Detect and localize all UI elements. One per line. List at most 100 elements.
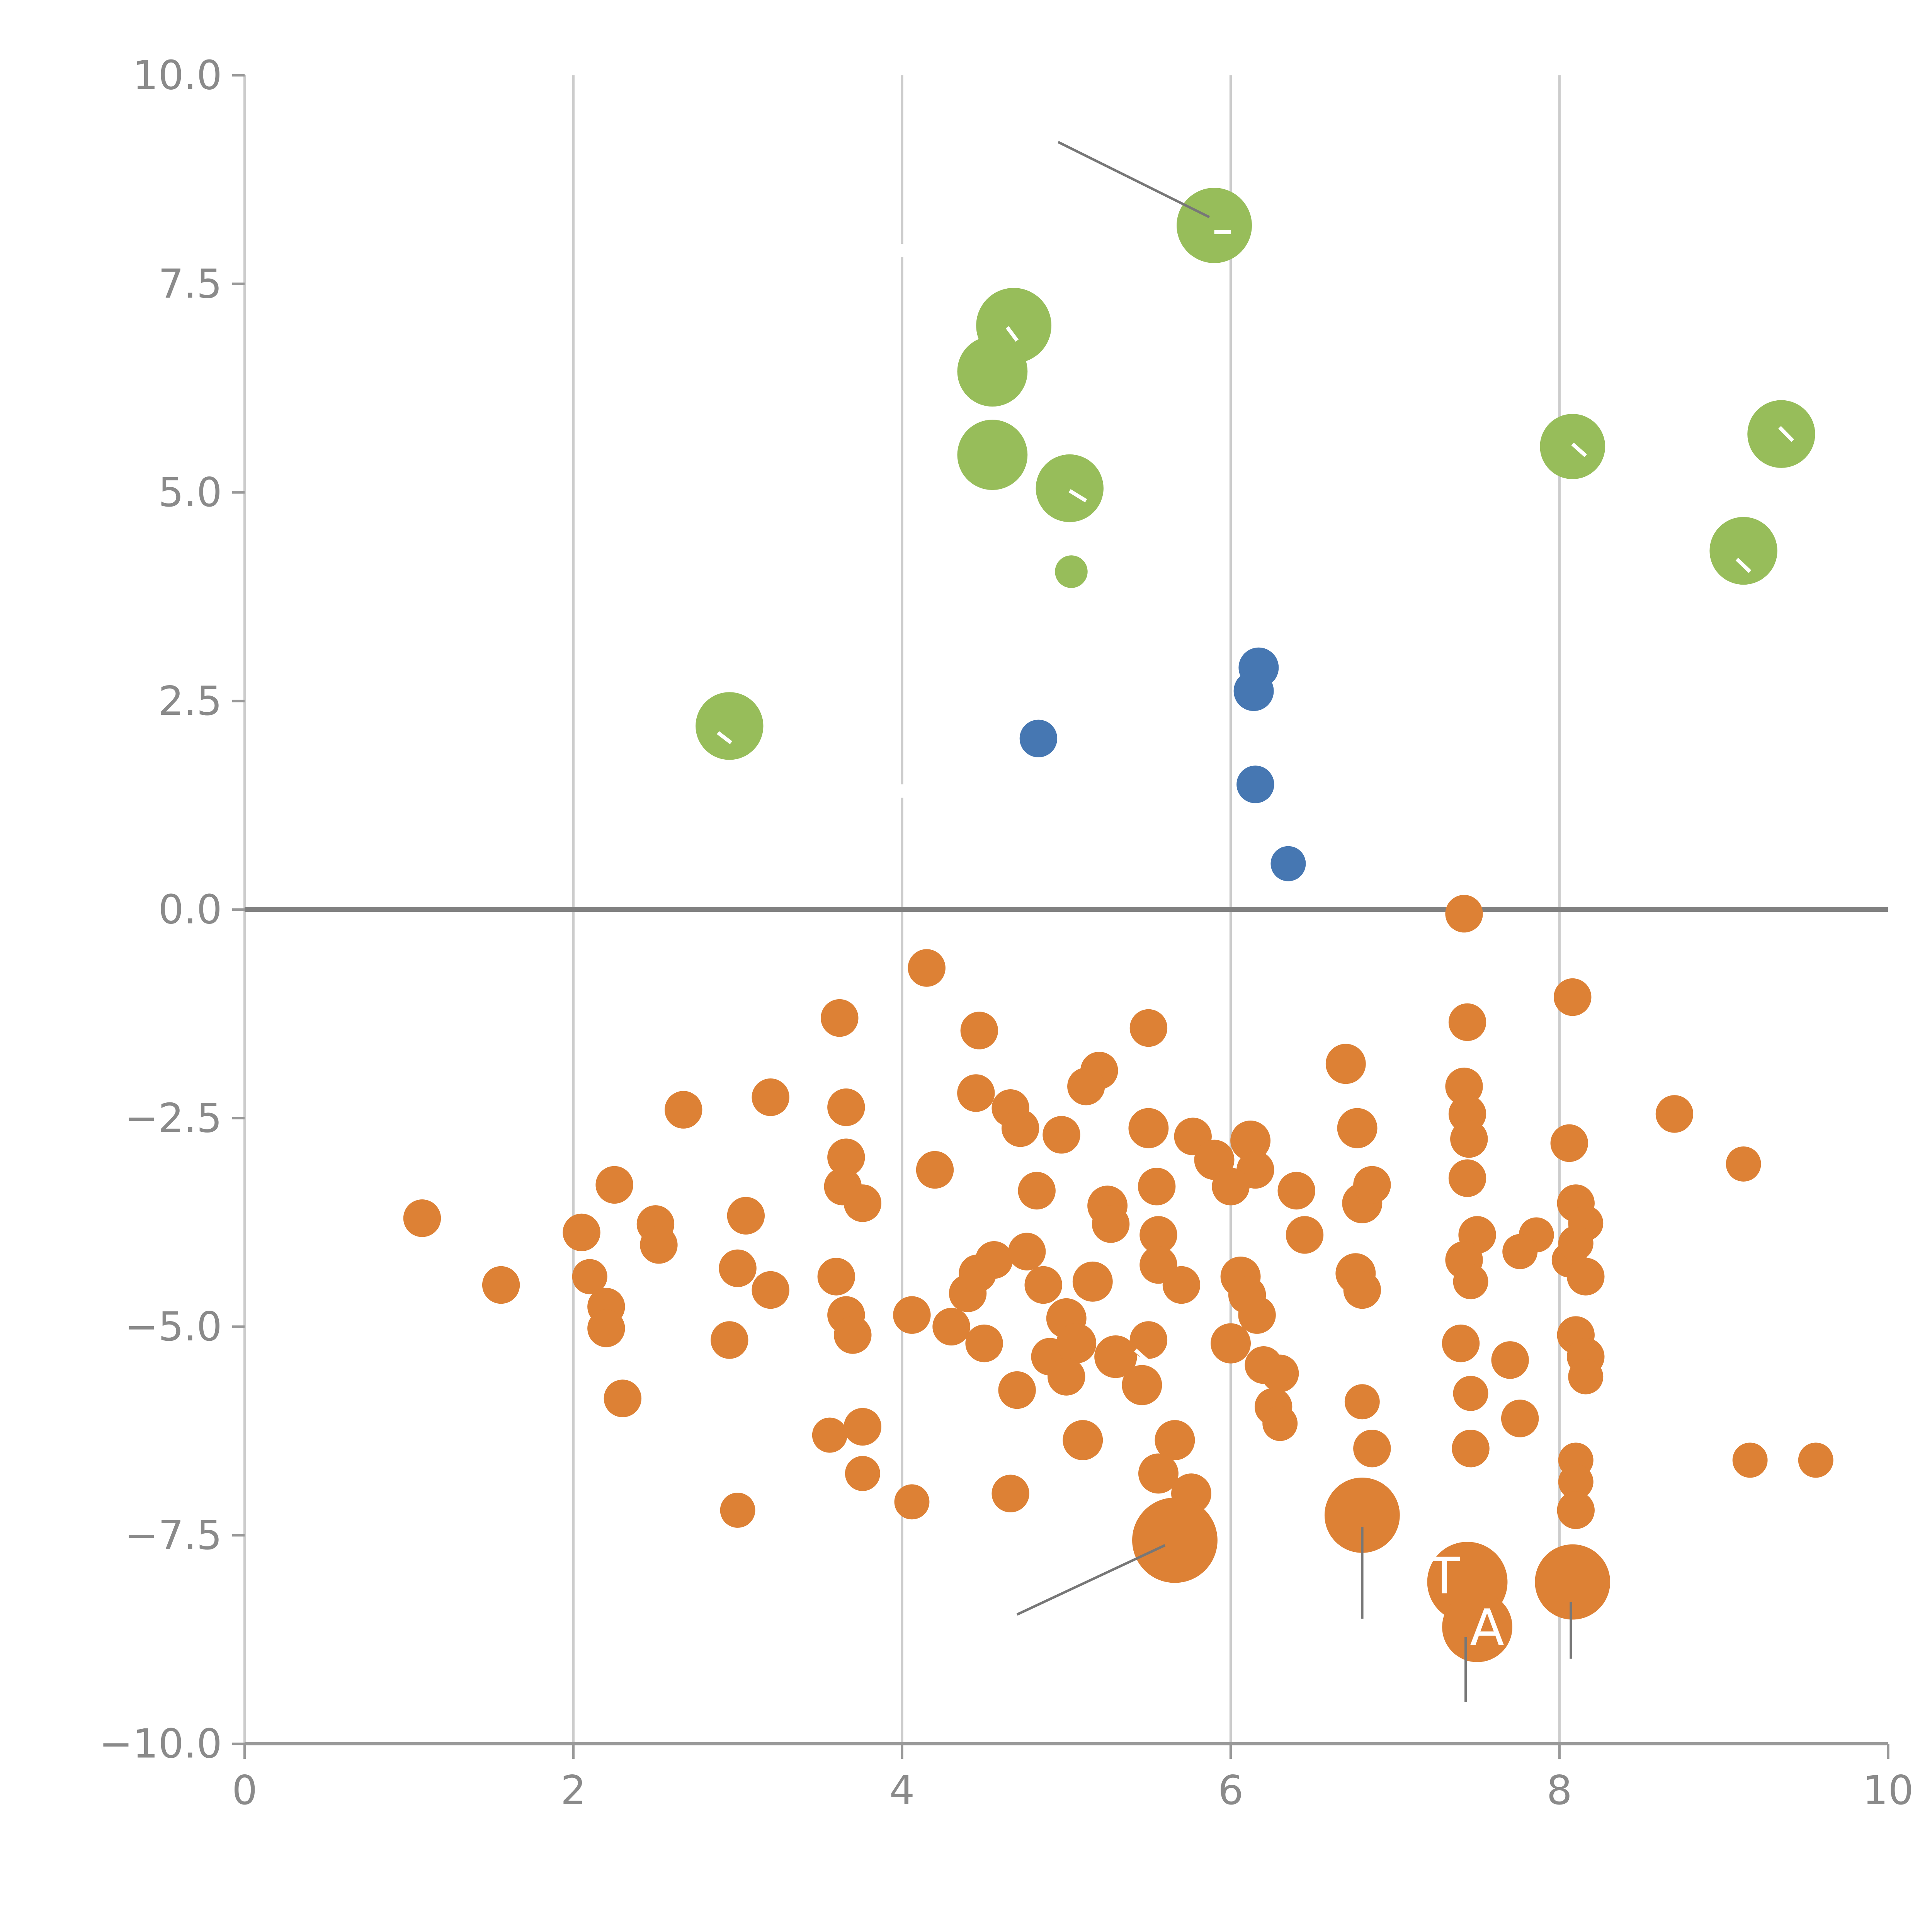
leader-lines	[1016, 141, 1572, 1702]
data-point	[817, 1258, 855, 1296]
data-point	[916, 1151, 954, 1189]
data-point	[1491, 1341, 1529, 1379]
y-tick-label: 10.0	[133, 52, 222, 99]
data-point	[403, 1199, 441, 1237]
data-point	[752, 1078, 789, 1116]
white-mark	[1735, 558, 1752, 573]
data-point	[1024, 1266, 1062, 1304]
y-tick-label: −2.5	[124, 1095, 222, 1141]
data-point	[1501, 1400, 1539, 1437]
data-point	[834, 1316, 872, 1354]
white-mark	[717, 731, 733, 744]
data-point	[1798, 1442, 1833, 1478]
data-point	[572, 1259, 607, 1294]
data-point	[1567, 1258, 1605, 1296]
data-point	[1094, 1335, 1137, 1378]
data-point	[1343, 1271, 1381, 1309]
y-tick-label: 7.5	[158, 260, 222, 307]
data-point	[957, 336, 1028, 407]
data-point	[640, 1226, 678, 1264]
data-point	[1048, 1358, 1085, 1396]
data-point	[894, 1484, 930, 1520]
data-point	[1270, 846, 1306, 881]
data-point	[1325, 1044, 1366, 1084]
series-green-bubbles	[696, 188, 1815, 760]
data-point	[821, 999, 859, 1037]
data-point	[992, 1475, 1029, 1512]
data-point	[812, 1417, 847, 1453]
annotation-labels: TA	[1429, 1546, 1504, 1657]
x-tick-label: 6	[1218, 1767, 1243, 1814]
data-point	[1230, 1121, 1271, 1161]
data-point	[587, 1310, 625, 1347]
data-point	[1502, 1234, 1538, 1269]
y-tick-labels: 10.0 7.5 5.0 2.5 0.0 −2.5 −5.0 −7.5 −10.0	[99, 52, 245, 1767]
data-point	[752, 1271, 789, 1309]
series-orange-dots	[403, 895, 1833, 1662]
data-point	[1353, 1429, 1391, 1468]
data-point	[975, 1241, 1013, 1279]
white-mark	[1571, 442, 1587, 457]
annotation-label: A	[1470, 1598, 1504, 1657]
y-tick-label: 5.0	[158, 469, 222, 516]
data-point	[1453, 1264, 1488, 1299]
data-point	[1747, 400, 1815, 468]
data-point	[1155, 1420, 1195, 1461]
x-tick-label: 2	[561, 1767, 586, 1814]
data-point	[1445, 1067, 1483, 1105]
y-tick-label: 2.5	[158, 678, 222, 724]
data-point	[1448, 1003, 1486, 1041]
data-point	[1324, 1477, 1400, 1553]
data-point	[1092, 1205, 1130, 1243]
data-point	[1452, 1429, 1490, 1468]
data-point	[960, 1012, 998, 1049]
data-point	[1453, 1376, 1488, 1411]
data-point	[711, 1321, 748, 1359]
data-point	[932, 1308, 970, 1346]
data-point	[1450, 1120, 1488, 1158]
data-point	[1055, 555, 1088, 588]
y-tick-label: −7.5	[124, 1512, 222, 1559]
data-point	[1448, 1159, 1486, 1197]
data-point	[1442, 1324, 1480, 1362]
data-point	[727, 1197, 765, 1235]
data-point	[1129, 1009, 1168, 1047]
annotation-label: T	[1429, 1546, 1460, 1605]
data-point	[1177, 188, 1252, 263]
data-point	[1008, 1233, 1046, 1270]
data-point	[1036, 454, 1104, 522]
data-point	[908, 949, 946, 987]
data-point	[1072, 1261, 1113, 1302]
data-point	[1262, 1406, 1298, 1441]
leader-line	[1058, 141, 1210, 218]
data-point	[1732, 1442, 1768, 1478]
data-point	[1018, 1172, 1056, 1210]
data-point	[1655, 1095, 1694, 1133]
data-point	[1286, 1216, 1324, 1254]
x-tick-labels: 0 2 4 6 8 10	[232, 1743, 1913, 1814]
data-point	[1558, 1464, 1594, 1500]
data-point	[1067, 1067, 1105, 1105]
data-point	[1709, 517, 1777, 585]
data-point	[844, 1184, 882, 1222]
data-point	[827, 1138, 865, 1176]
data-point	[665, 1091, 702, 1129]
data-point	[1233, 671, 1274, 711]
data-point	[1128, 1108, 1169, 1148]
data-point	[1043, 1116, 1080, 1154]
data-point	[1277, 1172, 1315, 1210]
data-point	[1162, 1266, 1201, 1304]
y-tick-label: 0.0	[158, 886, 222, 933]
data-point	[957, 420, 1028, 490]
data-point	[1353, 1166, 1391, 1204]
x-tick-label: 8	[1547, 1767, 1572, 1814]
data-point	[1558, 1226, 1594, 1261]
data-point	[1442, 1592, 1512, 1662]
y-tick-label: −5.0	[124, 1303, 222, 1350]
data-point	[998, 1371, 1036, 1409]
data-point	[1445, 895, 1483, 933]
data-point	[1337, 1108, 1378, 1148]
data-point	[1236, 765, 1274, 803]
data-point	[1212, 1168, 1250, 1206]
